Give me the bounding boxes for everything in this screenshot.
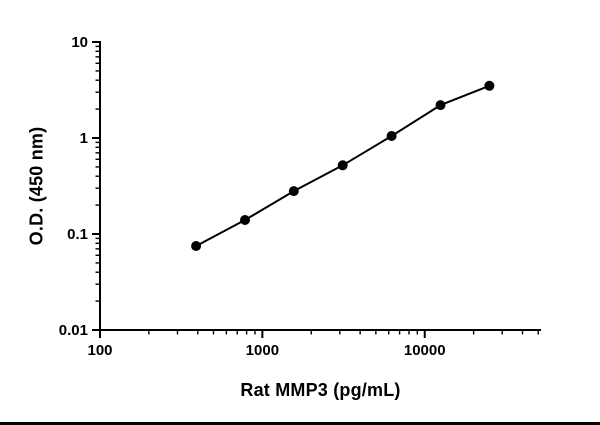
data-point	[386, 131, 397, 141]
x-axis-title: Rat MMP3 (pg/mL)	[240, 380, 401, 400]
bottom-border	[0, 422, 600, 425]
data-point	[240, 215, 250, 225]
y-tick-label: 0.01	[59, 322, 88, 339]
x-tick-label: 100	[87, 342, 112, 359]
y-tick-label: 10	[71, 34, 88, 51]
data-point	[435, 100, 446, 111]
y-tick-label: 1	[80, 130, 88, 147]
data-point	[337, 160, 348, 171]
x-tick-label: 1000	[246, 342, 279, 359]
data-point	[484, 80, 495, 91]
y-tick-label: 0.1	[67, 226, 88, 243]
data-point	[288, 186, 299, 197]
y-axis-title: O.D. (450 nm)	[26, 126, 47, 246]
data-point	[191, 241, 202, 251]
x-tick-label: 10000	[404, 342, 446, 359]
